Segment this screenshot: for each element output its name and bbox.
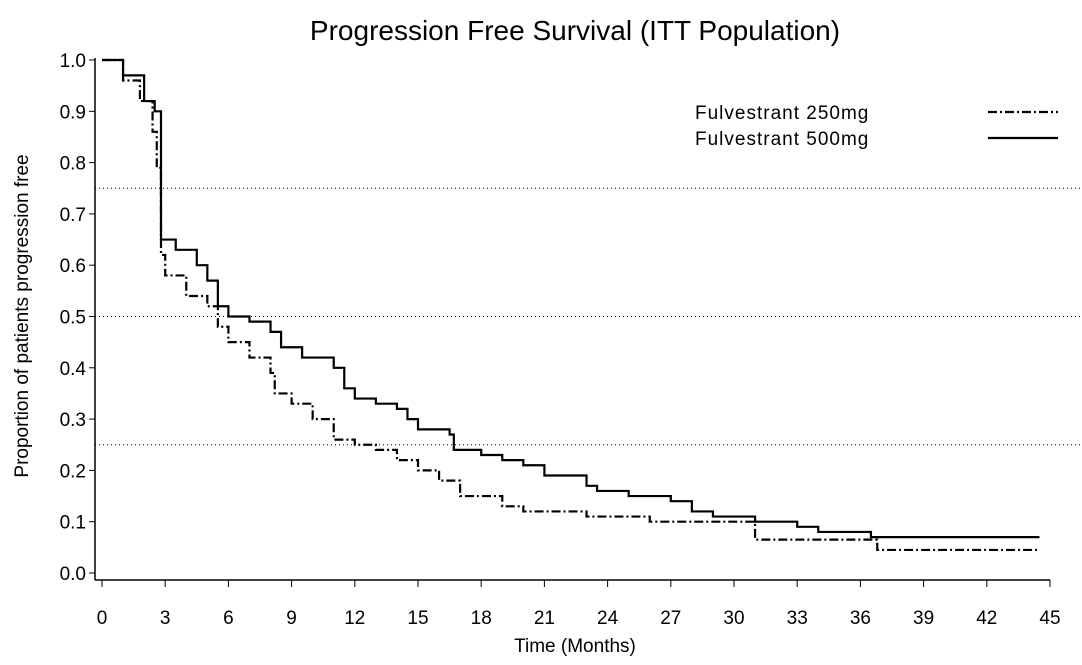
x-axis-label: Time (Months) [514, 636, 636, 657]
x-tick-label: 21 [534, 608, 555, 629]
y-tick-label: 0.8 [60, 154, 86, 175]
x-tick-label: 3 [160, 608, 171, 629]
y-tick-label: 0.5 [60, 308, 86, 329]
chart-title: Progression Free Survival (ITT Populatio… [310, 15, 840, 46]
x-tick-label: 42 [976, 608, 997, 629]
y-tick-label: 0.6 [60, 256, 86, 277]
x-tick-label: 27 [660, 608, 681, 629]
y-tick-label: 0.0 [60, 564, 86, 585]
x-tick-label: 9 [286, 608, 297, 629]
y-tick-label: 1.0 [60, 51, 86, 72]
x-tick-label: 6 [223, 608, 234, 629]
legend-label: Fulvestrant 250mg [695, 103, 869, 124]
y-axis-label: Proportion of patients progression free [12, 154, 33, 477]
x-tick-label: 12 [344, 608, 365, 629]
y-tick-label: 0.1 [60, 513, 86, 534]
y-tick-label: 0.2 [60, 461, 86, 482]
x-tick-label: 24 [597, 608, 619, 629]
y-tick-label: 0.7 [60, 205, 86, 226]
x-tick-label: 45 [1039, 608, 1060, 629]
x-tick-label: 33 [787, 608, 808, 629]
x-tick-label: 36 [850, 608, 871, 629]
x-tick-label: 0 [97, 608, 108, 629]
y-tick-label: 0.3 [60, 410, 86, 431]
x-tick-label: 15 [407, 608, 428, 629]
y-tick-label: 0.9 [60, 102, 86, 123]
survival-curve [102, 58, 1040, 539]
y-tick-label: 0.4 [60, 359, 87, 380]
legend-label: Fulvestrant 500mg [695, 129, 869, 150]
x-tick-label: 30 [723, 608, 744, 629]
x-tick-label: 39 [913, 608, 934, 629]
x-tick-label: 18 [471, 608, 492, 629]
